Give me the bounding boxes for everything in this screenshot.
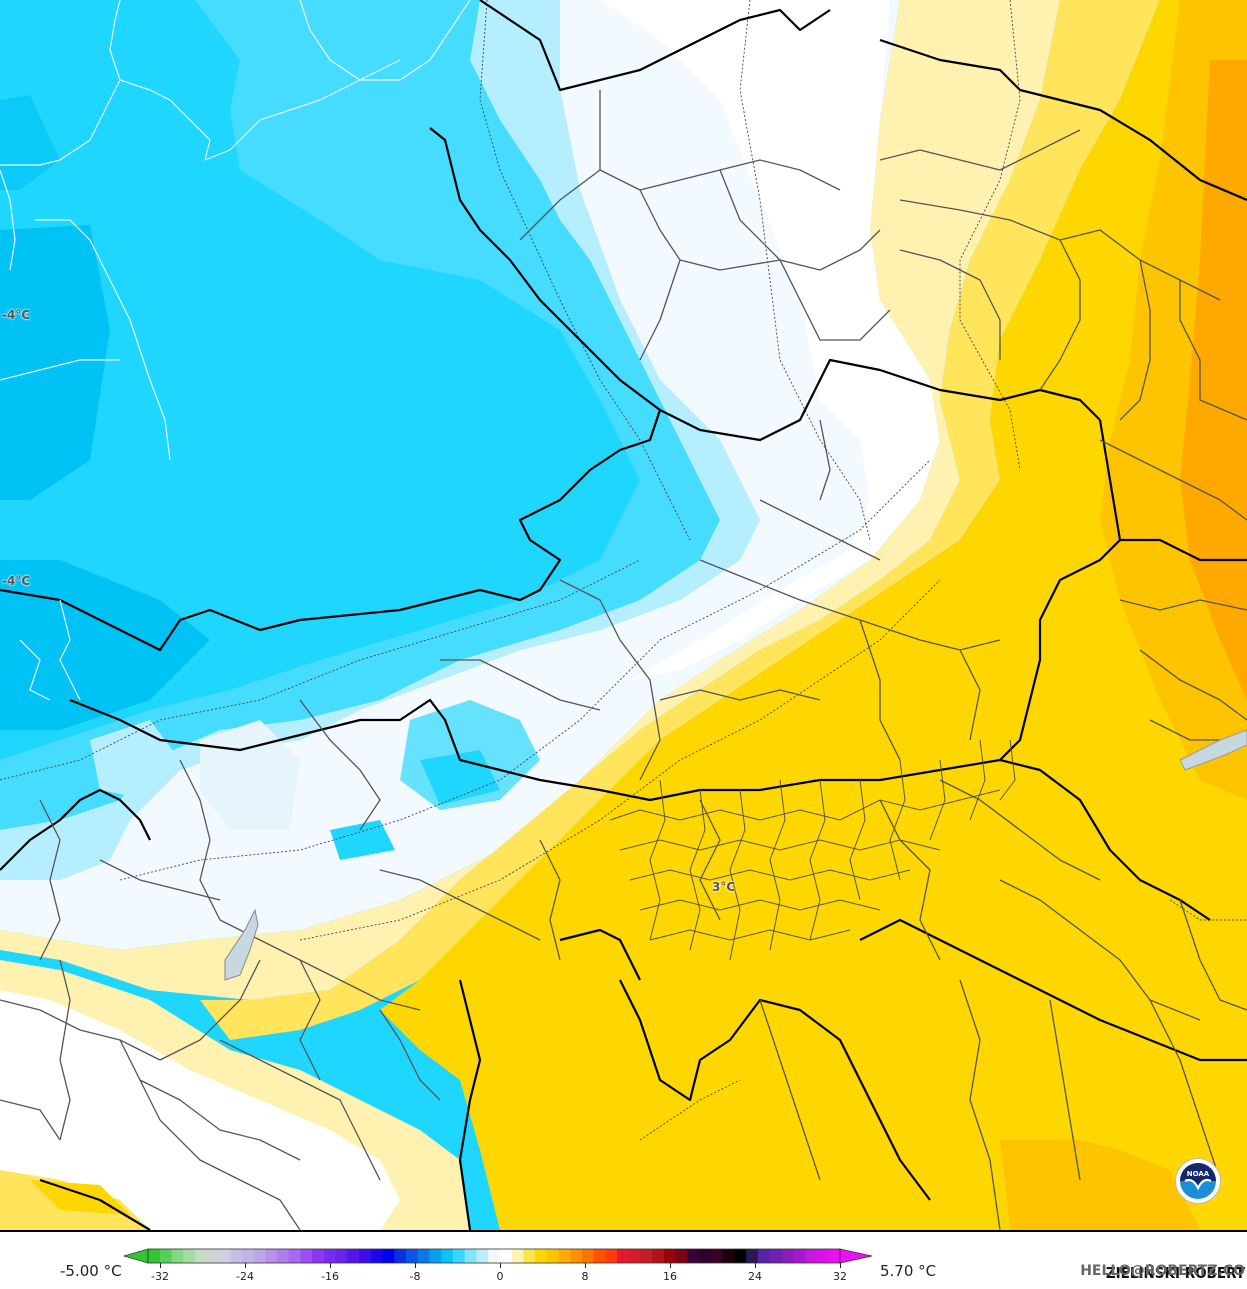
author-email: HELLO@ROBERTZ.CO [1080,1263,1245,1279]
tick-label: 16 [663,1270,677,1283]
tick-mark [500,1263,501,1268]
min-value-label: -5.00 °C [60,1262,122,1280]
tick-mark [755,1263,756,1268]
tick-mark [415,1263,416,1268]
tick-mark [245,1263,246,1268]
tick-label: 8 [581,1270,589,1283]
tick-mark [670,1263,671,1268]
tick-label: 32 [833,1270,847,1283]
tick-label: 24 [748,1270,762,1283]
tick-label: -16 [321,1270,339,1283]
contour-label: -4°C [2,574,31,588]
temperature-map: -4°C -4°C 3°C NOAA [0,0,1247,1230]
contour-label: -4°C [2,308,31,322]
colorbar [110,1247,880,1271]
contour-label: 3°C [712,880,736,894]
temperature-contours [0,0,1247,1230]
municipality-borders [609,739,1016,961]
max-value-label: 5.70 °C [880,1262,937,1280]
tick-label: 0 [496,1270,504,1283]
tick-mark [585,1263,586,1268]
noaa-logo-text: NOAA [1187,1170,1210,1178]
author-name: ZIELIŃSKI ROBERT [1105,1264,1245,1282]
tick-label: -8 [409,1270,421,1283]
tick-label: -24 [236,1270,254,1283]
tick-mark [330,1263,331,1268]
tick-label: -32 [151,1270,169,1283]
tick-mark [160,1263,161,1268]
noaa-logo-icon: NOAA [1175,1158,1221,1204]
tick-mark [840,1263,841,1268]
